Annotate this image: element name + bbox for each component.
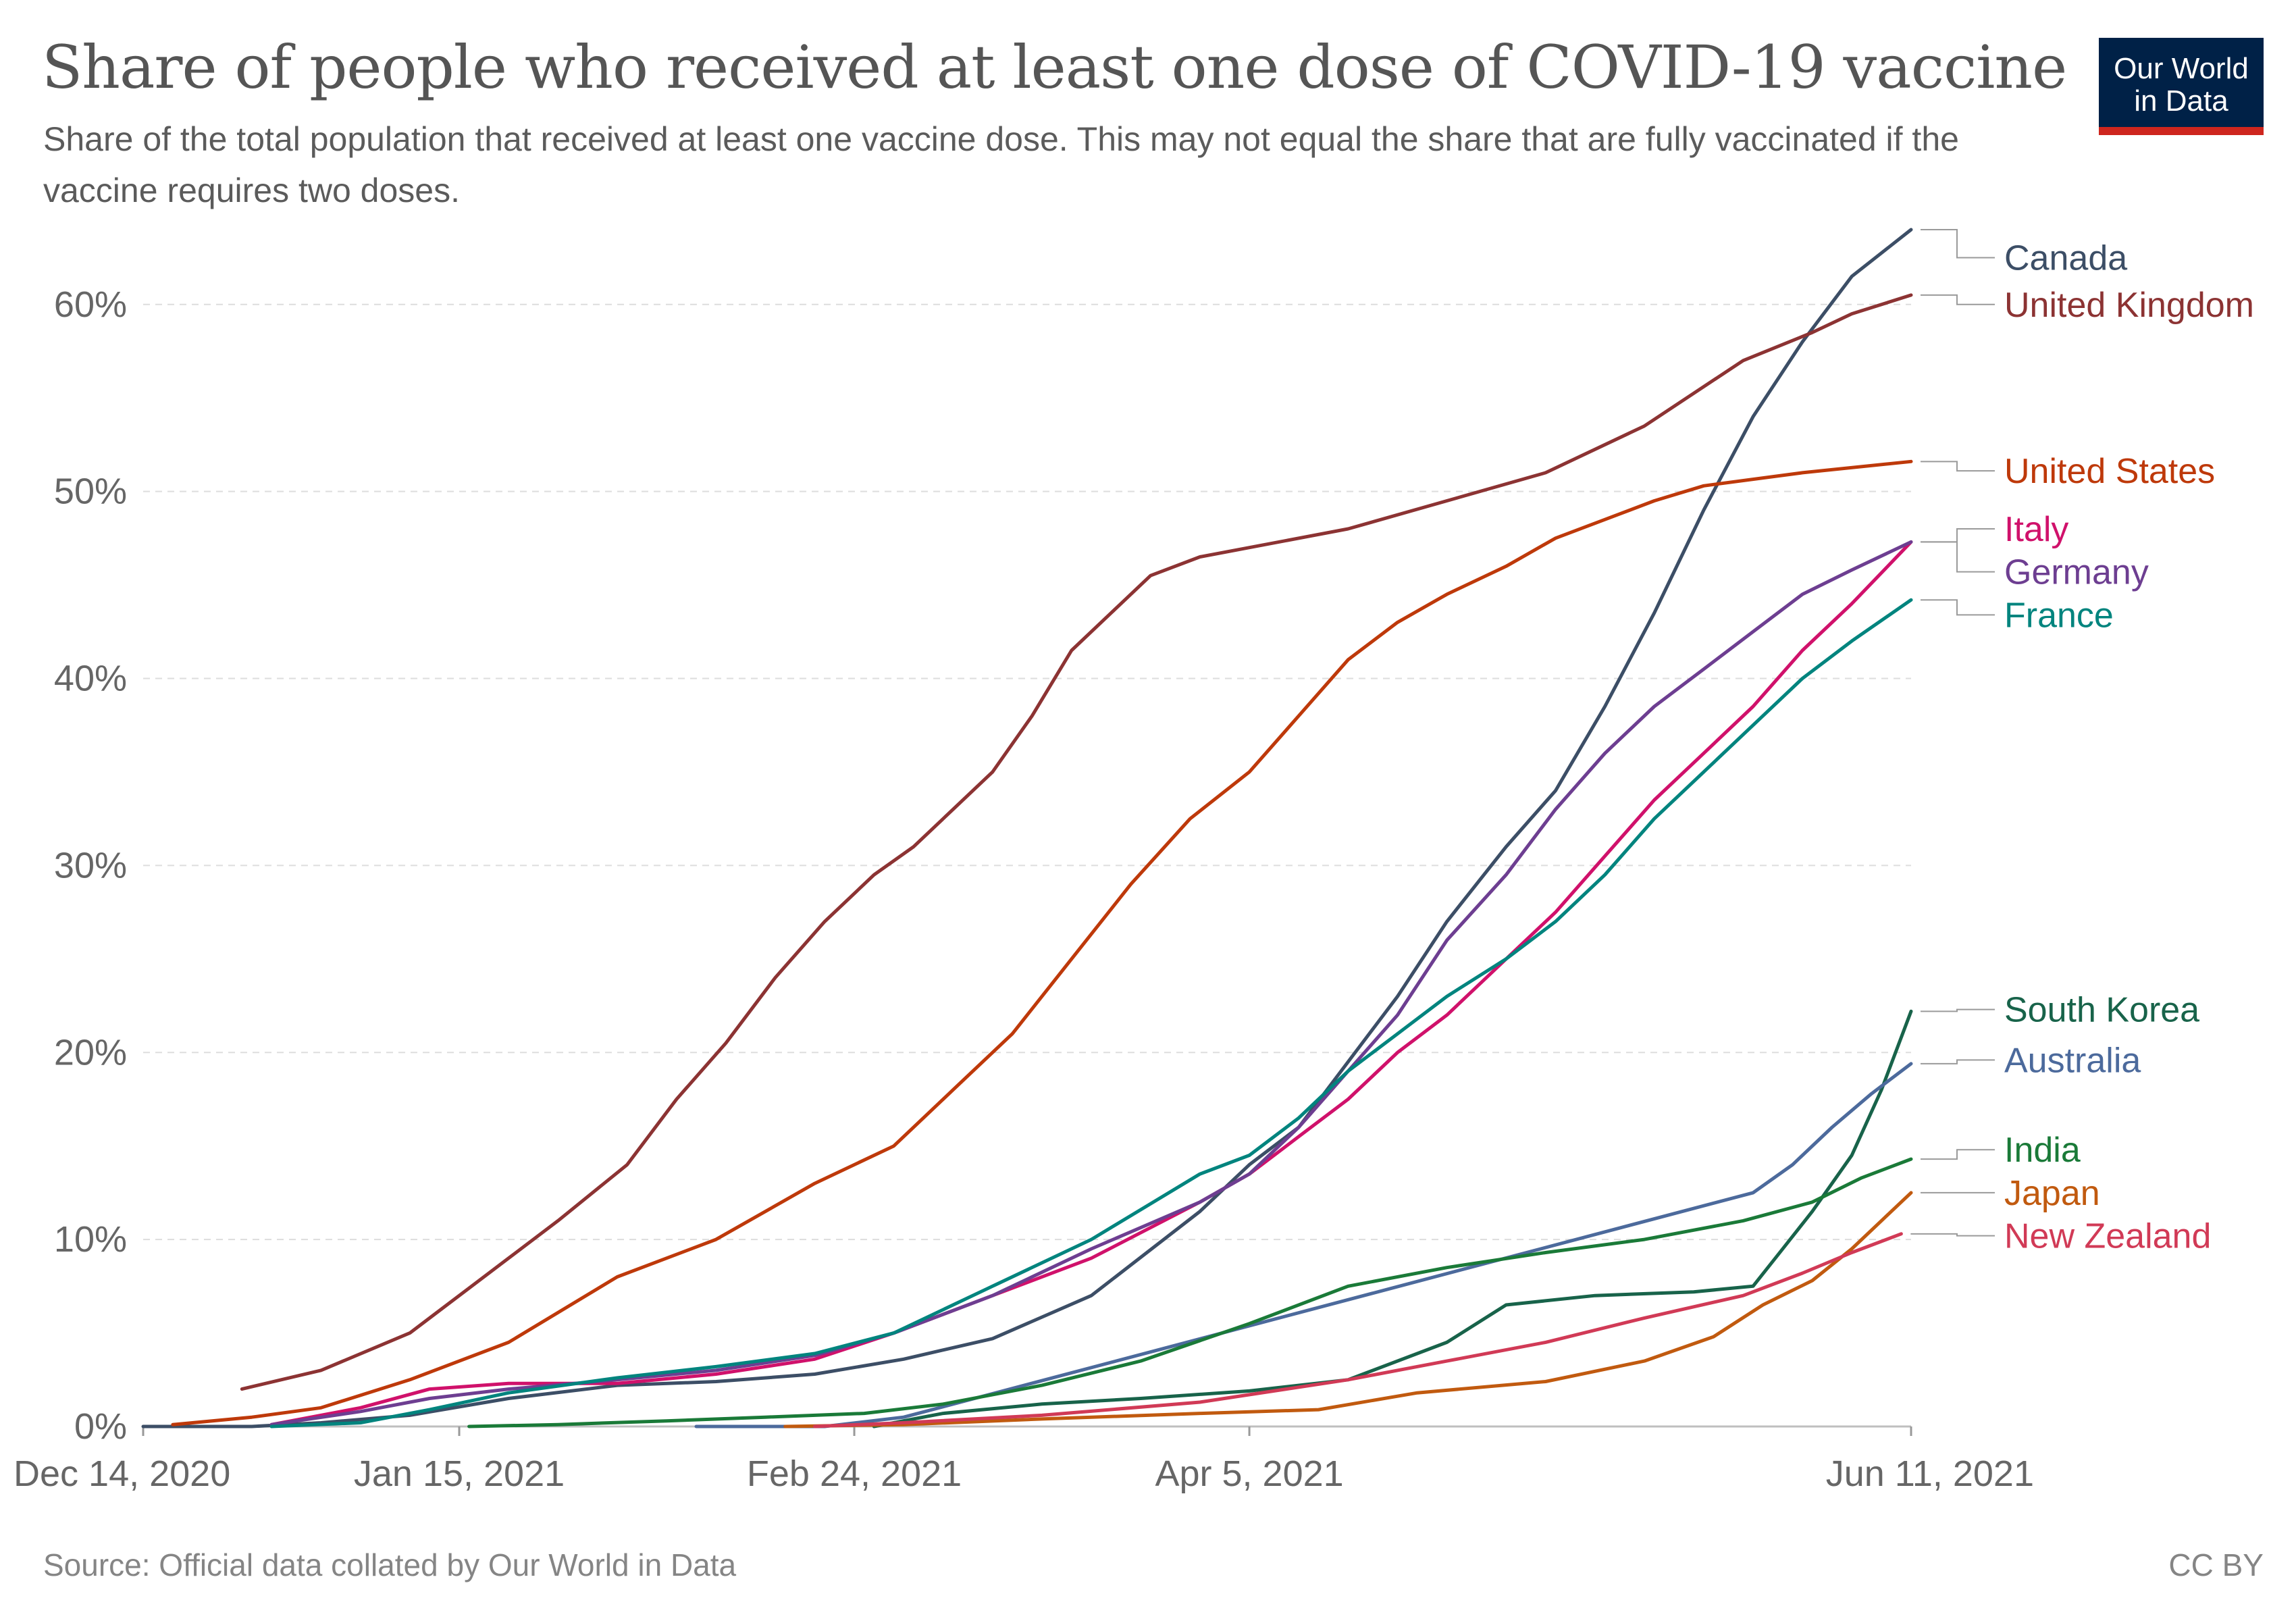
- series-layer: [141, 228, 1913, 1429]
- label-connector: [1921, 541, 1995, 573]
- series-label-australia: Australia: [2004, 1041, 2141, 1080]
- x-tick-label: Dec 14, 2020: [14, 1453, 230, 1494]
- label-connector: [1921, 461, 1995, 472]
- series-line-new-zealand: [813, 1232, 1903, 1429]
- logo-accent-bar: [2099, 127, 2264, 135]
- series-line-germany: [269, 540, 1913, 1426]
- series-label-germany: Germany: [2004, 553, 2149, 592]
- x-tick-label: Apr 5, 2021: [1155, 1453, 1343, 1494]
- license-note[interactable]: CC BY: [2168, 1547, 2264, 1583]
- label-connector: [1921, 294, 1995, 305]
- label-connector: [1910, 1233, 1995, 1237]
- series-label-france: France: [2004, 596, 2114, 635]
- series-label-canada: Canada: [2004, 239, 2127, 278]
- chart-subtitle: Share of the total population that recei…: [43, 120, 1959, 209]
- series-label-new-zealand: New Zealand: [2004, 1217, 2211, 1256]
- logo-line-2: in Data: [2134, 84, 2228, 118]
- x-tick-label: Feb 24, 2021: [747, 1453, 962, 1494]
- series-label-south-korea: South Korea: [2004, 991, 2199, 1030]
- series-line-south-korea: [872, 1009, 1913, 1429]
- chart-title: Share of people who received at least on…: [42, 32, 2067, 102]
- y-tick-label: 40%: [54, 659, 127, 699]
- series-label-italy: Italy: [2004, 510, 2068, 549]
- series-line-united-kingdom: [240, 293, 1913, 1391]
- series-label-japan: Japan: [2004, 1174, 2100, 1213]
- logo-line-1: Our World: [2114, 52, 2249, 85]
- label-connector: [1921, 599, 1995, 616]
- axis-layer: 0% 10% 20% 30% 40% 50% 60% Dec 14, 2020 Jan 15, …: [14, 284, 2034, 1494]
- series-line-italy: [269, 540, 1913, 1426]
- series-label-india: India: [2004, 1131, 2081, 1170]
- y-tick-label: 60%: [54, 284, 127, 325]
- source-note[interactable]: Source: Official data collated by Our Wo…: [43, 1547, 737, 1583]
- label-connector: [1921, 1059, 1995, 1064]
- y-tick-label: 10%: [54, 1219, 127, 1260]
- series-label-united-kingdom: United Kingdom: [2004, 286, 2254, 325]
- y-tick-label: 0%: [74, 1406, 127, 1447]
- label-connector: [1921, 1149, 1995, 1160]
- series-line-france: [269, 598, 1913, 1429]
- y-tick-label: 30%: [54, 845, 127, 885]
- x-tick-label: Jun 11, 2021: [1826, 1453, 2034, 1494]
- series-label-united-states: United States: [2004, 452, 2215, 491]
- label-layer: Canada United Kingdom United States Italy Ge…: [1910, 229, 2254, 1256]
- series-line-india: [467, 1157, 1913, 1429]
- x-tick-label: Jan 15, 2021: [354, 1453, 565, 1494]
- owid-logo[interactable]: Our World in Data: [2099, 38, 2264, 135]
- label-connector: [1921, 229, 1995, 259]
- label-connector: [1921, 1008, 1995, 1012]
- y-tick-label: 50%: [54, 471, 127, 512]
- y-tick-label: 20%: [54, 1032, 127, 1073]
- series-line-canada: [141, 228, 1913, 1429]
- grid-layer: [143, 303, 1911, 1241]
- series-line-united-states: [171, 459, 1913, 1426]
- label-connector: [1921, 528, 1995, 543]
